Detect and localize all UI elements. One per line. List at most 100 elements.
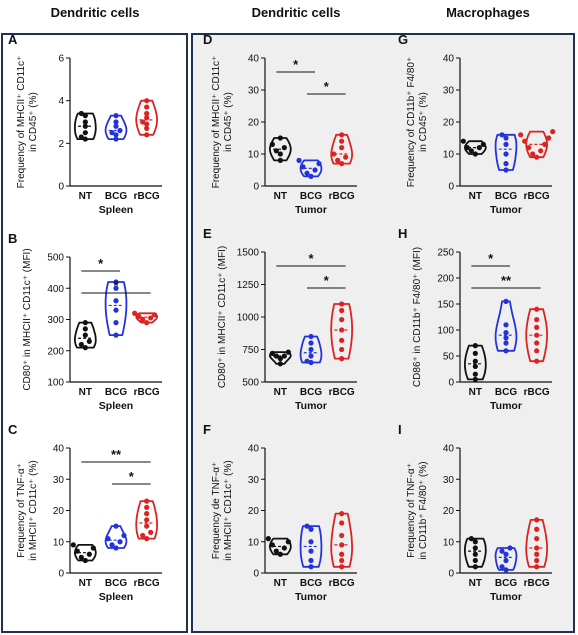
y-tick-label-E-3: 1250: [237, 280, 260, 291]
y-axis-label-line-G-1: in CD45⁺ (%): [418, 92, 429, 152]
point-E-BCG-2: [308, 346, 314, 353]
point-H-BCG-5: [503, 298, 509, 304]
point-A-rBCG-6: [144, 98, 150, 104]
x-axis-label-C: Spleen: [99, 591, 133, 603]
point-A-BCG-5: [113, 113, 119, 119]
violin-G-rBCG: [525, 130, 548, 159]
y-tick-label-C-2: 20: [53, 506, 65, 517]
y-axis-label-line-G-0: Frequency of CD11b⁺ F4/80⁺: [406, 57, 417, 187]
right-panel-background: [192, 34, 574, 632]
x-tick-label-B-BCG: BCG: [105, 387, 127, 398]
y-tick-label-I-4: 40: [443, 444, 455, 455]
point-B-NT-3: [82, 326, 88, 332]
violin-E-rBCG: [330, 303, 354, 360]
point-D-rBCG-2: [343, 154, 349, 160]
y-tick-label-H-1: 50: [443, 352, 455, 363]
point-H-rBCG-3: [534, 332, 540, 338]
y-axis-label-B: CD80⁺ in MHCII⁺ CD11c⁺ (MFI): [22, 248, 33, 390]
y-tick-label-F-1: 10: [248, 537, 260, 548]
x-tick-label-F-rBCG: rBCG: [329, 578, 355, 589]
y-axis-label-line-I-0: Frequency of TNF-α⁺: [406, 463, 417, 558]
point-E-NT-3: [269, 350, 275, 356]
point-F-NT-2: [281, 545, 287, 551]
point-D-BCG-3: [300, 164, 306, 170]
y-tick-label-F-0: 0: [253, 569, 259, 580]
point-D-BCG-5: [296, 157, 302, 163]
point-C-NT-3: [74, 548, 80, 554]
point-G-NT-1: [468, 148, 474, 154]
x-tick-label-E-rBCG: rBCG: [329, 387, 355, 398]
point-D-rBCG-6: [339, 132, 345, 138]
point-F-rBCG-6: [339, 511, 345, 517]
y-tick-label-I-2: 20: [443, 506, 455, 517]
column-header-left: Dendritic cells: [51, 5, 140, 20]
y-axis-label-G: Frequency of CD11b⁺ F4/80⁺in CD45⁺ (%): [406, 57, 429, 187]
y-tick-label-H-4: 200: [437, 274, 454, 285]
point-B-NT-4: [82, 320, 88, 326]
point-G-rBCG-8: [550, 129, 556, 135]
y-tick-label-B-2: 300: [47, 315, 64, 326]
y-tick-label-D-2: 20: [248, 118, 260, 129]
y-tick-label-D-3: 30: [248, 86, 260, 97]
point-G-BCG-3: [503, 141, 509, 147]
y-tick-label-A-1: 2: [58, 139, 64, 150]
point-A-BCG-0: [113, 136, 119, 142]
violin-B-rBCG: [135, 312, 159, 324]
panel-letter-C: C: [8, 422, 18, 437]
x-axis-label-H: Tumor: [490, 400, 522, 412]
point-A-rBCG-0: [144, 132, 150, 138]
point-A-NT-2: [82, 123, 88, 129]
x-tick-label-D-rBCG: rBCG: [329, 191, 355, 202]
y-axis-label-line-A-1: in CD45⁺ (%): [28, 92, 39, 152]
y-tick-label-H-2: 100: [437, 326, 454, 337]
point-H-rBCG-5: [534, 317, 540, 323]
point-F-BCG-2: [308, 548, 314, 554]
point-H-BCG-2: [503, 335, 509, 341]
point-E-BCG-0: [308, 359, 314, 366]
y-axis-label-line-F-0: Frequency de TNF-α⁺: [211, 462, 222, 560]
x-tick-label-C-rBCG: rBCG: [134, 578, 160, 589]
point-G-rBCG-5: [522, 138, 528, 144]
point-A-BCG-2: [117, 127, 123, 134]
y-axis-label-A: Frequency of MHCII⁺ CD11c⁺in CD45⁺ (%): [16, 56, 39, 189]
violin-F-NT: [268, 537, 292, 556]
y-axis-label-C: Frequency of TNF-α⁺in MHCII⁺ CD11c⁺ (%): [16, 460, 39, 560]
point-D-NT-3: [281, 145, 287, 151]
point-C-rBCG-7: [144, 498, 150, 504]
point-F-rBCG-5: [339, 520, 345, 526]
point-C-rBCG-6: [144, 504, 150, 510]
point-G-rBCG-0: [534, 154, 540, 160]
point-I-BCG-2: [503, 557, 509, 564]
sig-label-E-1: *: [324, 273, 330, 288]
point-C-rBCG-3: [144, 523, 150, 529]
point-C-rBCG-2: [148, 529, 154, 535]
point-E-rBCG-2: [339, 337, 345, 343]
y-tick-label-B-3: 400: [47, 284, 64, 295]
point-B-NT-5: [78, 341, 84, 348]
y-tick-label-H-3: 150: [437, 300, 454, 311]
y-tick-label-E-4: 1500: [237, 248, 260, 259]
y-tick-label-G-3: 30: [443, 86, 455, 97]
point-F-rBCG-0: [339, 564, 345, 570]
point-I-rBCG-5: [534, 526, 540, 532]
y-tick-label-B-1: 200: [47, 346, 64, 357]
point-I-NT-4: [472, 539, 478, 545]
point-A-rBCG-2: [140, 119, 146, 125]
point-F-NT-1: [273, 548, 279, 554]
point-F-NT-5: [265, 536, 271, 542]
point-A-rBCG-5: [144, 104, 150, 110]
y-tick-label-E-2: 1000: [237, 313, 260, 324]
point-C-NT-2: [86, 551, 92, 557]
point-H-rBCG-6: [534, 306, 540, 312]
point-A-NT-4: [82, 113, 88, 119]
y-tick-label-A-3: 6: [58, 54, 64, 65]
point-D-BCG-1: [304, 170, 310, 176]
right-panel-frame: [191, 33, 575, 633]
violin-D-rBCG: [330, 133, 354, 165]
point-B-NT-2: [82, 332, 88, 338]
point-I-BCG-4: [499, 548, 505, 554]
violin-H-BCG: [494, 300, 518, 352]
point-A-NT-1: [82, 130, 88, 136]
y-tick-label-A-0: 0: [58, 182, 64, 193]
y-axis-label-H: CD86⁺ in CD11b⁺ F4/80⁺ (MFI): [412, 247, 423, 387]
